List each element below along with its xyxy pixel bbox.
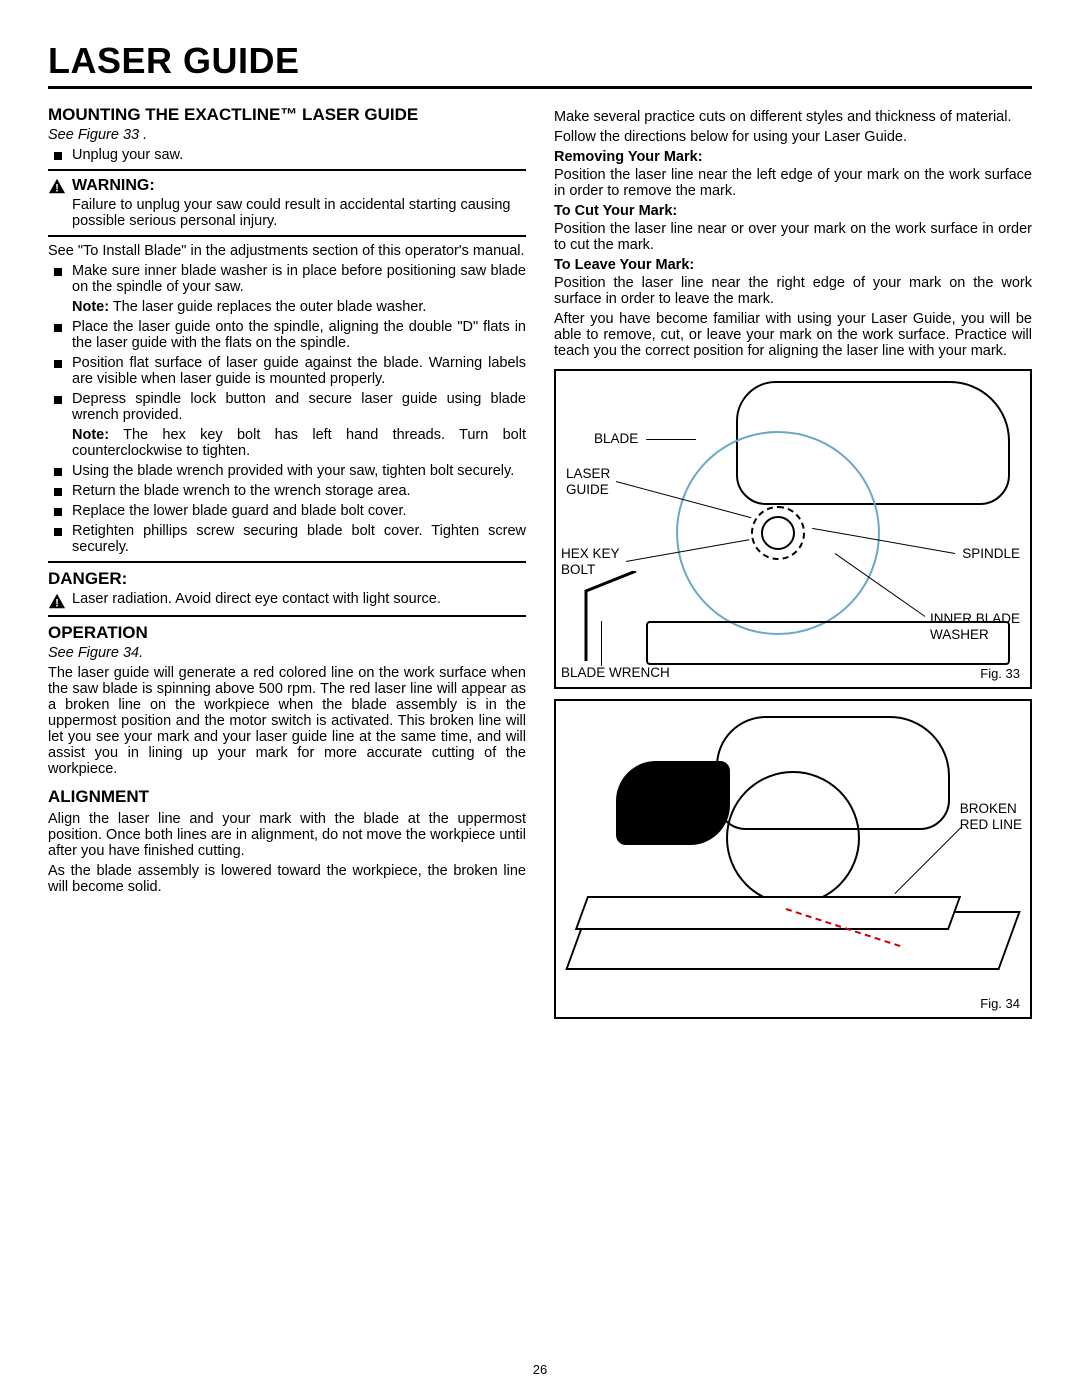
see-install-text: See "To Install Blade" in the adjustment… [48,243,526,259]
note-text: The hex key bolt has left hand threads. … [72,427,526,459]
danger-body: Laser radiation. Avoid direct eye contac… [72,591,441,607]
workpiece-outline [575,896,961,930]
figure-34: BROKEN RED LINE Fig. 34 [554,699,1032,1019]
figure-33-caption: Fig. 33 [980,666,1020,681]
alignment-body-2: As the blade assembly is lowered toward … [48,863,526,895]
intro-paragraph-2: Follow the directions below for using yo… [554,129,1032,145]
laser-guide-ring [751,506,805,560]
leave-mark-body: Position the laser line near the right e… [554,275,1032,307]
title-rule [48,86,1032,89]
divider [48,169,526,171]
figure-34-caption: Fig. 34 [980,996,1020,1011]
list-item: Replace the lower blade guard and blade … [48,503,526,519]
divider [48,615,526,617]
divider [48,561,526,563]
warning-label: WARNING: [72,177,155,195]
right-column: Make several practice cuts on different … [554,105,1032,1019]
note-text: The laser guide replaces the outer blade… [109,299,426,315]
danger-triangle-icon: ! [48,593,66,609]
fig33-label-blade-wrench: BLADE WRENCH [561,665,670,681]
fig33-label-hex-key: HEX KEY BOLT [561,546,620,577]
alignment-body-1: Align the laser line and your mark with … [48,811,526,859]
leader-line [894,826,962,894]
two-column-layout: MOUNTING THE EXACTLINE™ LASER GUIDE See … [48,105,1032,1019]
svg-text:!: ! [55,182,59,194]
list-item: Unplug your saw. [48,147,526,163]
operation-body: The laser guide will generate a red colo… [48,665,526,777]
warning-triangle-icon: ! [48,178,66,194]
list-item: Using the blade wrench provided with you… [48,463,526,479]
page-number: 26 [0,1362,1080,1377]
figure-33: BLADE LASER GUIDE HEX KEY BOLT BLADE WRE… [554,369,1032,689]
warning-heading: ! WARNING: [48,177,526,195]
danger-label: DANGER: [48,569,127,589]
mounting-see-ref: See Figure 33 . [48,127,526,143]
leader-line [646,439,696,440]
list-item: Position flat surface of laser guide aga… [48,355,526,387]
tail-paragraph: After you have become familiar with usin… [554,311,1032,359]
note-line: Note: The laser guide replaces the outer… [72,299,526,315]
note-label: Note: [72,427,109,443]
leader-line [601,621,602,666]
note-line: Note: The hex key bolt has left hand thr… [72,427,526,459]
warning-body: Failure to unplug your saw could result … [72,197,526,229]
fig33-label-spindle: SPINDLE [962,546,1020,562]
leave-mark-heading: To Leave Your Mark: [554,257,694,273]
svg-text:!: ! [55,597,59,609]
note-label: Note: [72,299,109,315]
list-item: Place the laser guide onto the spindle, … [48,319,526,351]
fig33-label-laser-guide: LASER GUIDE [566,466,610,497]
operation-see-ref: See Figure 34. [48,645,526,661]
blade-circle [726,771,860,905]
danger-heading: DANGER: [48,569,526,589]
list-item: Make sure inner blade washer is in place… [48,263,526,295]
list-item: Depress spindle lock button and secure l… [48,391,526,423]
removing-mark-heading: Removing Your Mark: [554,149,703,165]
removing-mark-body: Position the laser line near the left ed… [554,167,1032,199]
hex-key-icon [576,571,656,671]
dust-bag-outline [616,761,730,845]
alignment-heading: ALIGNMENT [48,787,526,807]
fig33-label-blade: BLADE [594,431,638,447]
list-item: Return the blade wrench to the wrench st… [48,483,526,499]
cut-mark-heading: To Cut Your Mark: [554,203,677,219]
list-item: Retighten phillips screw securing blade … [48,523,526,555]
intro-paragraph-1: Make several practice cuts on different … [554,109,1032,125]
divider [48,235,526,237]
mounting-heading: MOUNTING THE EXACTLINE™ LASER GUIDE [48,105,526,125]
operation-heading: OPERATION [48,623,526,643]
left-column: MOUNTING THE EXACTLINE™ LASER GUIDE See … [48,105,526,1019]
cut-mark-body: Position the laser line near or over you… [554,221,1032,253]
page-title: LASER GUIDE [48,40,1032,82]
fig34-label-broken-red: BROKEN RED LINE [960,801,1022,832]
fig33-label-inner-washer: INNER BLADE WASHER [930,611,1020,642]
